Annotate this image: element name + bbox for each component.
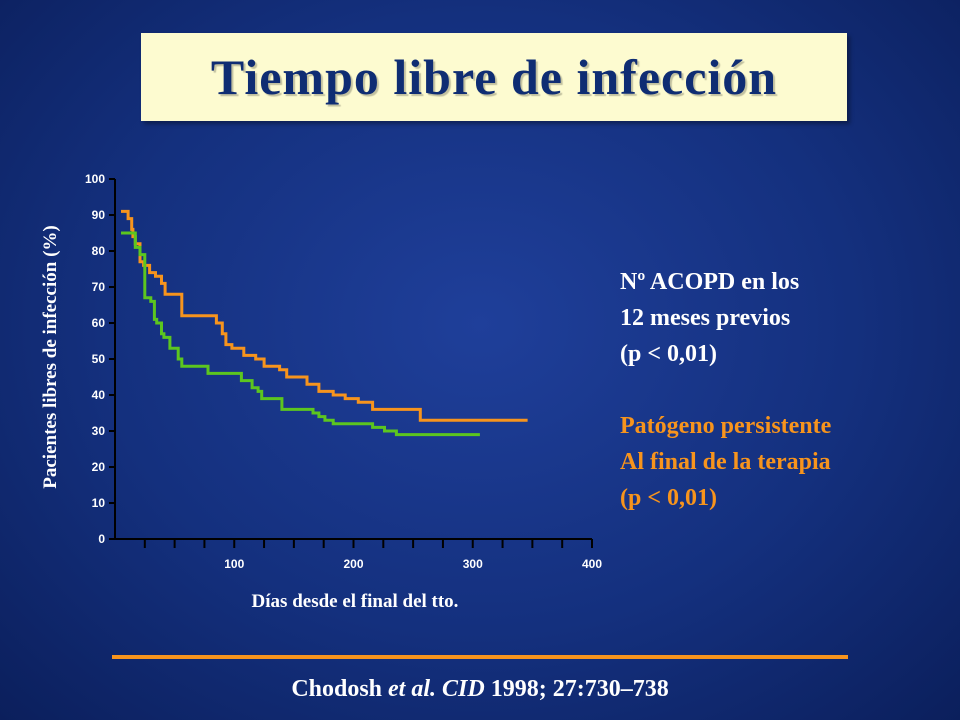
- y-tick-label: 10: [92, 496, 106, 510]
- slide-title: Tiempo libre de infección: [210, 49, 778, 105]
- x-axis-label: Días desde el final del tto.: [252, 591, 459, 612]
- chart-curves: [121, 209, 528, 437]
- y-tick-label: 30: [92, 424, 106, 438]
- title-box: Tiempo libre de infección: [141, 33, 847, 121]
- legend-entry-pathogen: Patógeno persistente Al final de la tera…: [620, 408, 940, 516]
- citation-author: Chodosh: [291, 676, 389, 702]
- y-tick-label: 50: [92, 352, 106, 366]
- y-tick-label: 0: [98, 532, 105, 546]
- citation: Chodosh et al. CID 1998; 27:730–738: [0, 676, 960, 703]
- x-tick-label: 200: [343, 557, 363, 571]
- y-axis-label: Pacientes libres de infección (%): [40, 225, 61, 489]
- legend-line: Patógeno persistente: [620, 413, 832, 439]
- survival-curve-1: [121, 209, 528, 422]
- legend: Nº ACOPD en los 12 meses previos (p < 0,…: [620, 264, 940, 516]
- legend-entry-acopd: Nº ACOPD en los 12 meses previos (p < 0,…: [620, 264, 940, 372]
- citation-rest: 1998; 27:730–738: [484, 676, 669, 702]
- y-tick-label: 20: [92, 460, 106, 474]
- y-tick-label: 100: [85, 172, 105, 186]
- y-tick-label: 80: [92, 244, 106, 258]
- survival-chart: 0 10 20 30 40 50 60 70 80 90 100 100 200 300 400 Días …: [40, 172, 602, 612]
- legend-line: Nº ACOPD en los: [620, 269, 800, 295]
- y-tick-label: 40: [92, 388, 106, 402]
- y-tick-label: 60: [92, 316, 106, 330]
- x-tick-label: 100: [224, 557, 244, 571]
- divider: [112, 655, 848, 659]
- y-tick-label: 70: [92, 280, 106, 294]
- survival-curve-2: [121, 231, 480, 437]
- citation-etal: et al. CID: [388, 676, 485, 702]
- x-tick-label: 300: [463, 557, 483, 571]
- x-tick-label: 400: [582, 557, 602, 571]
- legend-line: (p < 0,01): [620, 341, 718, 367]
- chart-axes: 0 10 20 30 40 50 60 70 80 90 100 100 200 300 400: [85, 172, 602, 571]
- y-tick-label: 90: [92, 208, 106, 222]
- legend-line: (p < 0,01): [620, 485, 718, 511]
- legend-line: Al final de la terapia: [620, 449, 831, 475]
- legend-line: 12 meses previos: [620, 305, 791, 331]
